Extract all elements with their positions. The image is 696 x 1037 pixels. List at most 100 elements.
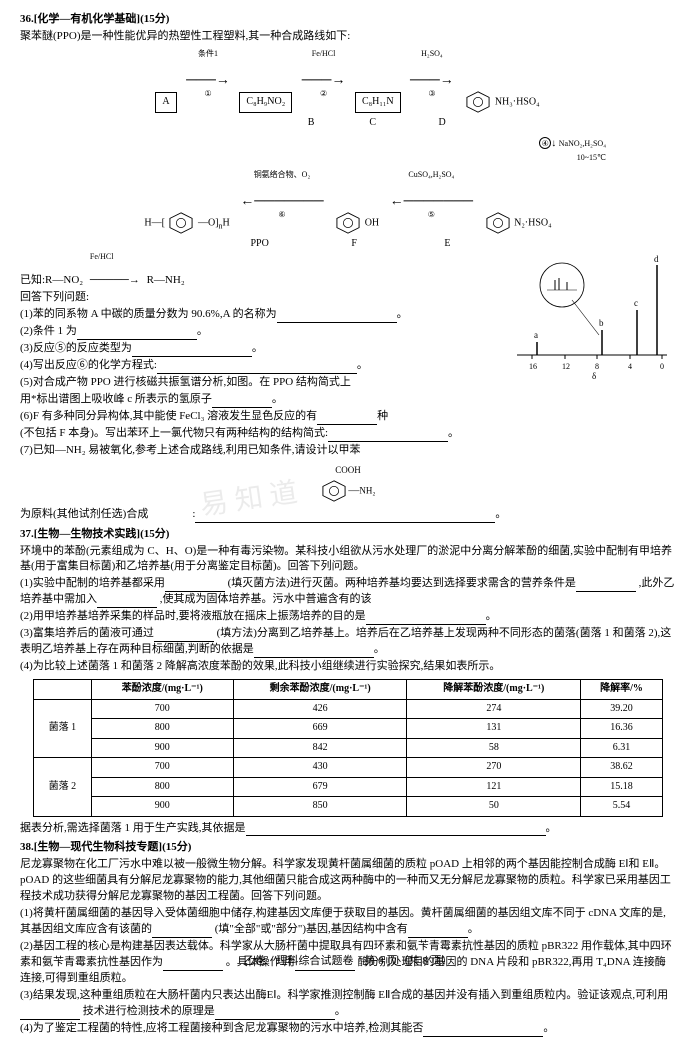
arrow-6: 铜氨络合物、O₂←─────── ⑥	[240, 172, 323, 233]
arrow-1: 条件1───→ ①	[186, 51, 230, 112]
blank[interactable]	[408, 926, 468, 938]
blank[interactable]	[154, 630, 214, 642]
q36-p6c: (不包括 F 本身)。写出苯环上一氯代物只有两种结构的结构简式:。	[20, 426, 676, 442]
th: 剩余苯酚浓度/(mg·L⁻¹)	[233, 680, 407, 700]
th: 降解率/%	[581, 680, 663, 700]
q36-p7a: (7)已知—NH₂ 易被氧化,参考上述合成路线,利用已知条件,请设计以甲苯	[20, 443, 676, 459]
arrow-4-down: ④↓ NaNO₂,H₂SO₄10~15℃	[20, 137, 676, 166]
blank[interactable]	[215, 1008, 335, 1020]
blank[interactable]	[157, 362, 357, 374]
td: 6.31	[581, 738, 663, 758]
q36-p7-struct: COOH —NH₂	[20, 463, 676, 503]
td: 274	[407, 699, 581, 719]
svg-text:δ: δ	[592, 371, 596, 380]
table-row: 80066913116.36	[34, 719, 663, 739]
td: 900	[91, 738, 233, 758]
blank[interactable]	[20, 1008, 80, 1020]
blank[interactable]	[77, 328, 197, 340]
q37-p3: (3)富集培养后的菌液可通过 (填方法)分离到乙培养基上。培养后在乙培养基上发现…	[20, 626, 676, 658]
struct-d: NH₃·HSO₄	[464, 90, 539, 114]
table-row: 900842586.31	[34, 738, 663, 758]
blank[interactable]	[366, 613, 486, 625]
svg-text:16: 16	[529, 362, 537, 371]
q36-p7b: 为原料(其他试剂任选)合成 :。	[20, 507, 676, 523]
q36-header: 36.[化学—有机化学基础](15分)	[20, 12, 676, 28]
td: 842	[233, 738, 407, 758]
td: 700	[91, 758, 233, 778]
td: 121	[407, 777, 581, 797]
q38-header: 38.[生物—现代生物科技专题](15分)	[20, 840, 676, 856]
box-a: A	[155, 92, 176, 113]
td: 800	[91, 777, 233, 797]
td: 270	[407, 758, 581, 778]
q37-p2: (2)用甲培养基培养采集的样品时,要将液瓶放在摇床上振荡培养的目的是。	[20, 609, 676, 625]
th: 苯酚浓度/(mg·L⁻¹)	[91, 680, 233, 700]
td: 16.36	[581, 719, 663, 739]
struct-ppo: H—[ —O]nH	[144, 211, 229, 235]
page-footer: 乙卷 理科综合试题卷 第 8 页（共 8 页）	[0, 954, 696, 970]
td: 菌落 2	[34, 758, 92, 817]
svg-text:4: 4	[628, 362, 632, 371]
q38-p1: (1)将黄杆菌属细菌的基因导入受体菌细胞中储存,构建基因文库便于获取目的基因。黄…	[20, 906, 676, 938]
blank[interactable]	[195, 511, 495, 523]
box-b: C₈H₉NO₂	[239, 92, 292, 113]
td: 15.18	[581, 777, 663, 797]
q38-p4: (4)为了鉴定工程菌的特性,应将工程菌接种到含尼龙寡聚物的污水中培养,检测其能否…	[20, 1021, 676, 1037]
q37-header: 37.[生物—生物技术实践](15分)	[20, 527, 676, 543]
q38-intro: 尼龙寡聚物在化工厂污水中难以被一般微生物分解。科学家发现黄杆菌属细菌的质粒 pO…	[20, 857, 676, 905]
blank[interactable]	[132, 345, 252, 357]
svg-text:c: c	[634, 298, 638, 308]
reaction-labels-1: B C D	[20, 116, 676, 131]
svg-text:0: 0	[660, 362, 664, 371]
svg-text:b: b	[599, 318, 604, 328]
blank[interactable]	[97, 596, 157, 608]
td: 131	[407, 719, 581, 739]
reaction-scheme-1: A 条件1───→ ① C₈H₉NO₂ Fe/HCl───→ ② C₈H₁₁N …	[20, 51, 676, 114]
table-row: 900850505.54	[34, 797, 663, 817]
td: 5.54	[581, 797, 663, 817]
svg-text:a: a	[534, 330, 538, 340]
q37-p1: (1)实验中配制的培养基都采用 (填灭菌方法)进行灭菌。两种培养基均要达到选择要…	[20, 576, 676, 608]
q37-intro: 环境中的苯酚(元素组成为 C、H、O)是一种有毒污染物。某科技小组欲从污水处理厂…	[20, 544, 676, 576]
blank[interactable]	[576, 580, 636, 592]
th	[34, 680, 92, 700]
blank[interactable]	[152, 926, 212, 938]
blank[interactable]	[254, 646, 374, 658]
blank[interactable]	[246, 824, 546, 836]
td: 58	[407, 738, 581, 758]
td: 菌落 1	[34, 699, 92, 758]
q37-table: 苯酚浓度/(mg·L⁻¹) 剩余苯酚浓度/(mg·L⁻¹) 降解苯酚浓度/(mg…	[33, 679, 663, 817]
td: 430	[233, 758, 407, 778]
th: 降解苯酚浓度/(mg·L⁻¹)	[407, 680, 581, 700]
td: 669	[233, 719, 407, 739]
table-row: 菌落 270043027038.62	[34, 758, 663, 778]
blank[interactable]	[317, 413, 377, 425]
q36-p5b: 用*标出谱图上吸收峰 c 所表示的氢原子。	[20, 392, 676, 408]
struct-f: OH	[334, 211, 379, 235]
struct-e: N₂·HSO₄	[484, 211, 552, 235]
arrow-3: H₂SO₄───→ ③	[410, 51, 454, 112]
svg-text:d: d	[654, 254, 659, 264]
table-row: 菌落 170042627439.20	[34, 699, 663, 719]
td: 39.20	[581, 699, 663, 719]
table-row: 80067912115.18	[34, 777, 663, 797]
blank[interactable]	[277, 311, 397, 323]
q37-p4: (4)为比较上述菌落 1 和菌落 2 降解高浓度苯酚的效果,此科技小组继续进行实…	[20, 659, 676, 675]
reaction-scheme-2: H—[ —O]nH 铜氨络合物、O₂←─────── ⑥ OH CuSO₄,H₂…	[20, 172, 676, 235]
td: 50	[407, 797, 581, 817]
blank[interactable]	[423, 1025, 543, 1037]
td: 800	[91, 719, 233, 739]
arrow-5: CuSO₄,H₂SO₄←─────── ⑤	[390, 172, 473, 233]
td: 900	[91, 797, 233, 817]
blank[interactable]	[165, 580, 225, 592]
td: 700	[91, 699, 233, 719]
td: 426	[233, 699, 407, 719]
td: 679	[233, 777, 407, 797]
svg-text:12: 12	[562, 362, 570, 371]
blank[interactable]	[328, 430, 448, 442]
svg-text:8: 8	[595, 362, 599, 371]
q38-p3: (3)结果发现,这种重组质粒在大肠杆菌内只表达出酶EⅠ。科学家推测控制酶 EⅡ合…	[20, 988, 676, 1020]
blank[interactable]	[212, 396, 272, 408]
td: 38.62	[581, 758, 663, 778]
arrow-2: Fe/HCl───→ ②	[302, 51, 346, 112]
